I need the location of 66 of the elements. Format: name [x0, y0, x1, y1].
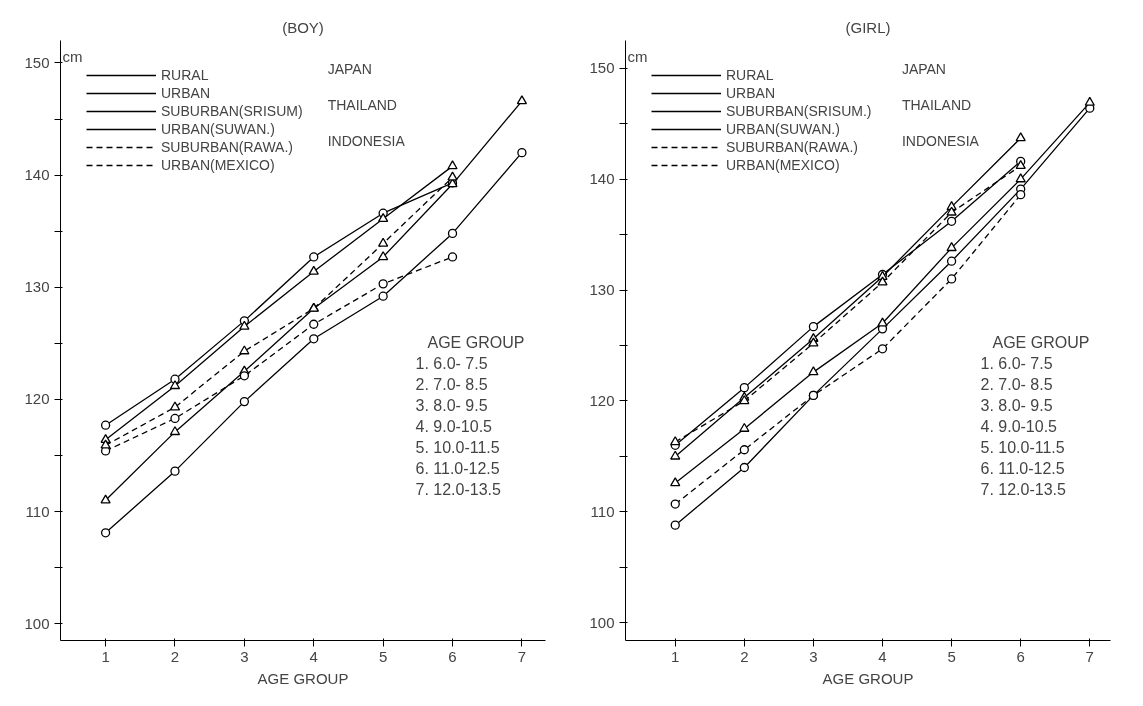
- annotation: 4. 9.0-10.5: [980, 417, 1058, 435]
- annotation: INDONESIA: [327, 132, 406, 149]
- x-tick-label: 2: [170, 647, 180, 665]
- legend-label: URBAN: [161, 84, 211, 102]
- x-tick-label: 6: [1016, 647, 1025, 665]
- annotation: INDONESIA: [901, 132, 980, 149]
- chart-title: (GIRL): [845, 18, 891, 36]
- legend-label: SUBURBAN(SRISUM): [161, 102, 303, 120]
- x-tick-label: 2: [740, 647, 749, 665]
- annotation: THAILAND: [901, 96, 972, 113]
- y-tick-label: 120: [589, 391, 615, 409]
- annotation: 2. 7.0- 8.5: [415, 375, 488, 393]
- x-tick-label: 5: [947, 647, 956, 665]
- annotation: 4. 9.0-10.5: [415, 417, 493, 435]
- annotation: 7. 12.0-13.5: [980, 480, 1066, 498]
- annotation: 5. 10.0-11.5: [980, 438, 1065, 456]
- annotation: AGE GROUP: [992, 333, 1090, 351]
- x-tick-label: 7: [517, 647, 527, 665]
- y-tick-label: 120: [24, 390, 50, 408]
- y-tick-label: 150: [24, 53, 50, 71]
- x-tick-label: 4: [309, 647, 318, 665]
- y-tick-label: 100: [589, 613, 615, 631]
- x-tick-label: 3: [240, 647, 249, 665]
- legend-label: URBAN(SUWAN.): [726, 120, 840, 138]
- legend-label: SUBURBAN(RAWA.): [161, 138, 293, 156]
- annotation: 2. 7.0- 8.5: [980, 375, 1053, 393]
- chart-title: (BOY): [282, 18, 324, 36]
- annotation: 5. 10.0-11.5: [415, 438, 500, 456]
- annotation: 3. 8.0- 9.5: [980, 396, 1053, 414]
- legend-label: URBAN: [726, 84, 776, 102]
- legend-label: RURAL: [726, 66, 774, 84]
- annotation: AGE GROUP: [427, 333, 525, 351]
- annotation: 6. 11.0-12.5: [415, 459, 500, 477]
- legend-label: RURAL: [161, 66, 209, 84]
- y-tick-label: 130: [589, 281, 615, 299]
- legend-label: SUBURBAN(SRISUM.): [726, 102, 872, 120]
- annotation: 7. 12.0-13.5: [415, 480, 501, 498]
- x-tick-label: 6: [448, 647, 457, 665]
- annotation: JAPAN: [901, 60, 946, 77]
- annotation: 1. 6.0- 7.5: [415, 354, 488, 372]
- y-tick-label: 150: [589, 59, 615, 77]
- annotation: JAPAN: [327, 60, 372, 77]
- y-tick-label: 110: [25, 502, 50, 520]
- x-tick-label: 1: [671, 647, 680, 665]
- x-axis-title: AGE GROUP: [822, 669, 914, 687]
- y-tick-label: 140: [589, 170, 615, 188]
- y-tick-label: 140: [24, 166, 50, 184]
- annotation: 6. 11.0-12.5: [980, 459, 1065, 477]
- x-tick-label: 1: [101, 647, 110, 665]
- x-axis-title: AGE GROUP: [257, 669, 349, 687]
- x-tick-label: 4: [878, 647, 887, 665]
- x-tick-label: 7: [1085, 647, 1094, 665]
- legend-label: URBAN(MEXICO): [161, 156, 275, 174]
- x-tick-label: 5: [378, 647, 388, 665]
- legend-label: URBAN(MEXICO): [726, 156, 840, 174]
- y-axis-title: cm: [627, 47, 648, 65]
- x-tick-label: 3: [809, 647, 818, 665]
- legend-label: SUBURBAN(RAWA.): [726, 138, 858, 156]
- y-axis-title: cm: [62, 47, 83, 65]
- annotation: 3. 8.0- 9.5: [415, 396, 488, 414]
- y-tick-label: 100: [24, 614, 50, 632]
- legend-label: URBAN(SUWAN.): [161, 120, 275, 138]
- y-tick-label: 130: [24, 278, 50, 296]
- annotation: THAILAND: [327, 96, 397, 113]
- annotation: 1. 6.0- 7.5: [980, 354, 1053, 372]
- y-tick-label: 110: [590, 502, 615, 520]
